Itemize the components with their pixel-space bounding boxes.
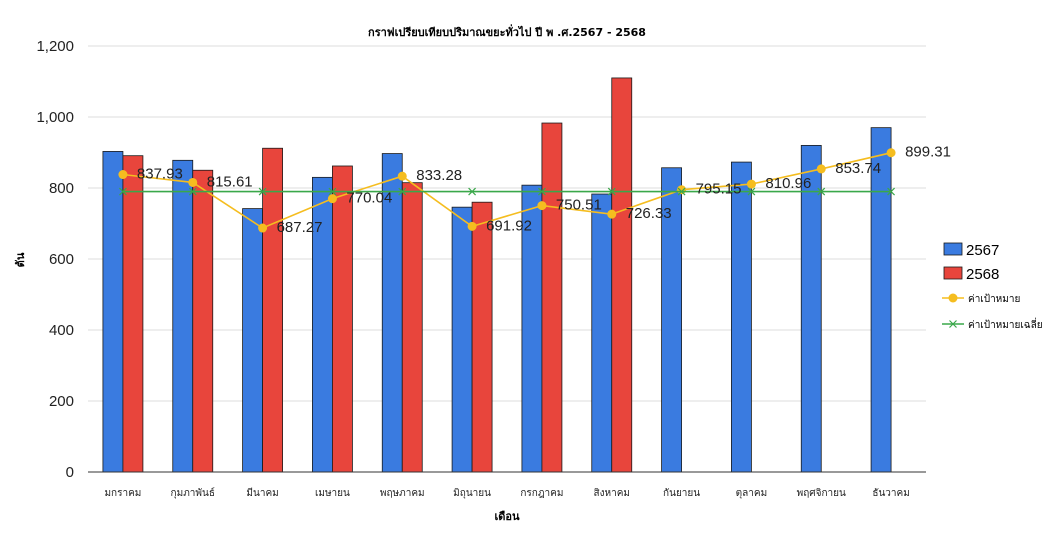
legend-swatch bbox=[943, 242, 963, 256]
average-point bbox=[468, 187, 477, 196]
data-label: 899.31 bbox=[905, 144, 951, 161]
x-tick-label: มีนาคม bbox=[246, 487, 278, 499]
bar-2568-4 bbox=[401, 182, 423, 473]
x-tick-label: พฤศจิกายน bbox=[797, 488, 846, 499]
target-point bbox=[607, 209, 617, 219]
y-axis-label: ตัน bbox=[14, 252, 27, 267]
bar-2567-0 bbox=[102, 151, 124, 473]
target-point bbox=[886, 148, 896, 158]
target-point bbox=[467, 221, 477, 231]
x-tick-label: สิงหาคม bbox=[594, 488, 630, 499]
bar-2568-3 bbox=[332, 165, 353, 473]
target-point bbox=[258, 223, 268, 233]
target-point bbox=[397, 171, 407, 181]
target-point bbox=[537, 201, 547, 211]
x-tick-label: เมษายน bbox=[315, 488, 350, 499]
x-tick-label: กันยายน bbox=[663, 488, 700, 499]
data-labels: 837.93 815.61 687.27 770.04 833.28 691.92 750.… bbox=[137, 144, 951, 236]
chart-title: กราฟเปรียบเทียบปริมาณขยะทั่วไป ปี พ .ศ.2… bbox=[368, 24, 646, 39]
x-axis-label: เดือน bbox=[494, 510, 520, 523]
x-tick-label: กุมภาพันธ์ bbox=[171, 487, 215, 499]
x-tick-label: พฤษภาคม bbox=[380, 488, 425, 499]
legend-label: 2567 bbox=[966, 242, 999, 259]
data-label: 770.04 bbox=[346, 190, 392, 207]
y-tick-label: 400 bbox=[49, 322, 74, 339]
data-label: 687.27 bbox=[277, 219, 323, 236]
legend-label: ค่าเป้าหมาย bbox=[968, 293, 1020, 305]
target-point bbox=[327, 194, 337, 204]
legend-label: ค่าเป้าหมายเฉลี่ย bbox=[968, 317, 1043, 331]
bar-2568-0 bbox=[122, 155, 144, 473]
data-label: 795.15 bbox=[696, 181, 742, 198]
average-point bbox=[188, 187, 197, 196]
data-label: 726.33 bbox=[626, 205, 672, 222]
x-tick-label: มกราคม bbox=[104, 488, 141, 499]
line-2 bbox=[122, 151, 892, 229]
target-point bbox=[677, 185, 687, 195]
average-point bbox=[328, 187, 337, 196]
x-tick-label: ตุลาคม bbox=[736, 488, 768, 499]
bar-2568-7 bbox=[611, 77, 633, 473]
bar-2568-1 bbox=[192, 169, 214, 473]
bar-2567-11 bbox=[870, 127, 892, 473]
bar-2568-5 bbox=[471, 201, 493, 473]
gridlines bbox=[88, 45, 926, 402]
y-tick-label: 0 bbox=[66, 464, 74, 481]
bar-2568-6 bbox=[541, 122, 563, 473]
x-tick-label: ธันวาคม bbox=[872, 488, 909, 499]
bars bbox=[102, 77, 892, 473]
x-axis-ticks: มกราคม กุมภาพันธ์ มีนาคม เมษายน พฤษภาคม มิถุน… bbox=[104, 487, 909, 499]
average-point bbox=[118, 187, 127, 196]
x-tick-label: กรกฎาคม bbox=[520, 488, 563, 499]
series-lines bbox=[118, 148, 896, 233]
data-label: 810.96 bbox=[765, 175, 811, 192]
bar-2567-7 bbox=[591, 193, 613, 473]
y-axis-ticks: 0 200 400 600 800 1,000 1,200 bbox=[36, 38, 74, 481]
bar-2568-2 bbox=[262, 147, 283, 473]
average-point bbox=[747, 187, 756, 196]
target-point bbox=[118, 170, 128, 180]
legend-marker bbox=[949, 320, 957, 328]
target-point bbox=[188, 177, 198, 187]
x-tick-label: มิถุนายน bbox=[453, 488, 491, 499]
bar-2567-9 bbox=[731, 161, 752, 473]
average-point bbox=[887, 187, 896, 196]
data-label: 750.51 bbox=[556, 197, 602, 214]
data-label: 815.61 bbox=[207, 173, 253, 190]
data-label: 837.93 bbox=[137, 166, 183, 183]
legend-marker bbox=[948, 293, 958, 303]
legend-swatch bbox=[943, 266, 963, 280]
average-point bbox=[258, 187, 267, 196]
y-tick-label: 800 bbox=[49, 180, 74, 197]
y-tick-label: 1,200 bbox=[36, 38, 74, 55]
y-tick-label: 200 bbox=[49, 393, 74, 410]
average-point bbox=[607, 187, 616, 196]
average-point bbox=[817, 187, 826, 196]
average-point bbox=[537, 187, 546, 196]
y-tick-label: 1,000 bbox=[36, 109, 74, 126]
y-tick-label: 600 bbox=[49, 251, 74, 268]
target-point bbox=[746, 179, 756, 189]
bar-2567-5 bbox=[451, 206, 473, 473]
bar-2567-1 bbox=[172, 159, 194, 473]
bar-2567-2 bbox=[242, 208, 263, 473]
average-point bbox=[677, 187, 686, 196]
legend-label: 2568 bbox=[966, 266, 999, 283]
average-point bbox=[398, 187, 407, 196]
data-label: 833.28 bbox=[416, 167, 462, 184]
target-point bbox=[816, 164, 826, 174]
data-label: 691.92 bbox=[486, 217, 532, 234]
data-label: 853.74 bbox=[835, 160, 881, 177]
